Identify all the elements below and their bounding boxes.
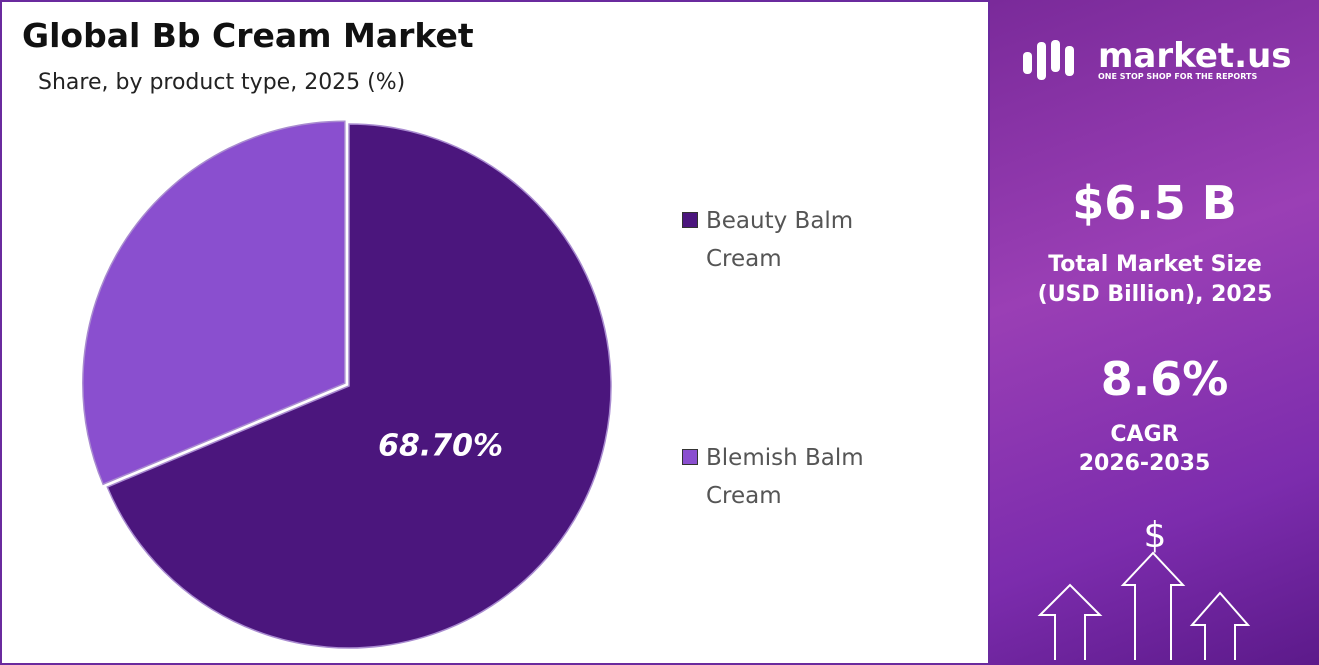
brand: market.us bbox=[1098, 36, 1292, 76]
svg-text:$: $ bbox=[1144, 515, 1167, 556]
market-size: $6.5 B bbox=[1072, 176, 1237, 230]
legend-swatch bbox=[682, 212, 698, 228]
market-size-label: Total Market Size (USD Billion), 2025 bbox=[1037, 252, 1273, 307]
cagr-period: 2026-2035 bbox=[1078, 451, 1211, 476]
decoration: $ bbox=[1023, 40, 1251, 660]
legend-entry: Beauty Balm Cream bbox=[682, 202, 906, 278]
chart-title: Global Bb Cream Market bbox=[22, 16, 474, 55]
side-panel: $ market.us ONE STOP SHOP FOR THE REPORT… bbox=[990, 0, 1319, 665]
chart-subtitle: Share, by product type, 2025 (%) bbox=[38, 70, 406, 95]
cagr-value: 8.6% bbox=[1100, 352, 1229, 406]
legend-label: Blemish Balm Cream bbox=[706, 445, 864, 509]
chart-panel: Global Bb Cream Market Share, by product… bbox=[0, 0, 990, 665]
pie-slice bbox=[106, 123, 612, 649]
pie-chart: 68.70% bbox=[82, 120, 612, 649]
legend-label: Beauty Balm Cream bbox=[706, 208, 854, 272]
legend-entry: Blemish Balm Cream bbox=[682, 439, 906, 515]
value-label: 68.70% bbox=[378, 428, 503, 463]
tagline: ONE STOP SHOP FOR THE REPORTS bbox=[1098, 72, 1258, 81]
legend-swatch bbox=[682, 449, 698, 465]
pie-slice bbox=[82, 120, 346, 486]
cagr-label: CAGR bbox=[1110, 422, 1179, 447]
